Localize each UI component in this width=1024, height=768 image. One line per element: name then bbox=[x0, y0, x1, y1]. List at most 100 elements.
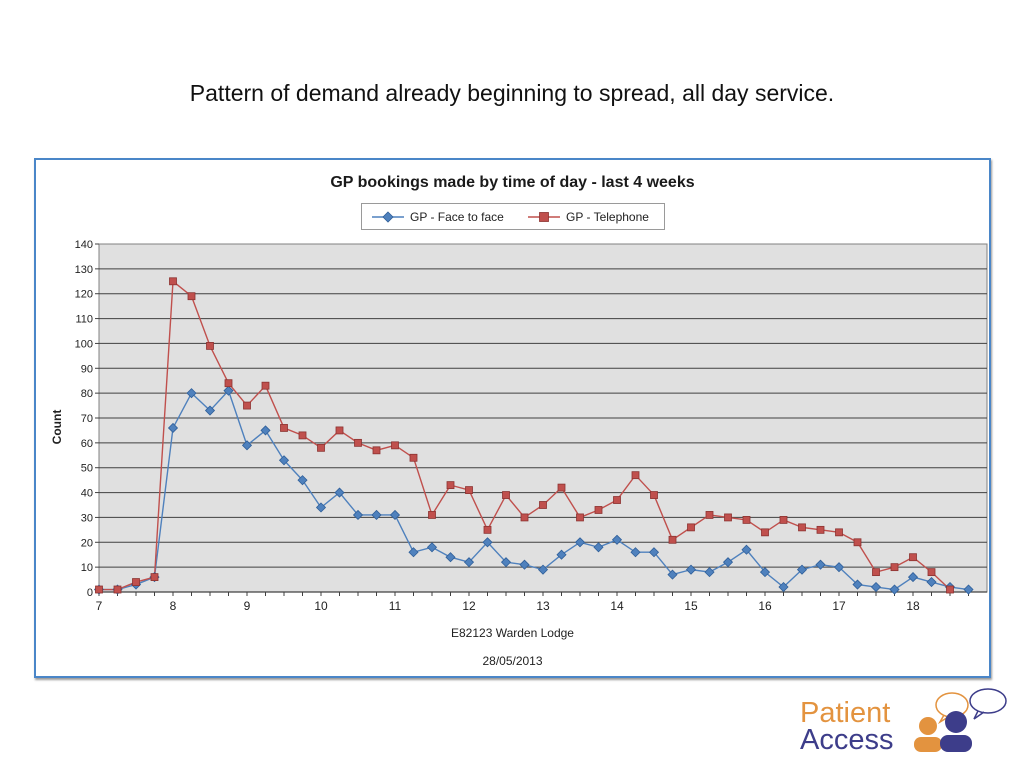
logo-text-access: Access bbox=[800, 724, 894, 756]
point-telephone-27 bbox=[594, 506, 603, 514]
point-telephone-41 bbox=[853, 538, 862, 547]
chart-legend: GP - Face to face GP - Telephone bbox=[361, 203, 665, 230]
point-face-to-face-27 bbox=[593, 542, 604, 553]
point-face-to-face-35 bbox=[741, 544, 752, 555]
y-tick-label-10: 10 bbox=[81, 562, 93, 574]
point-face-to-face-28 bbox=[611, 534, 623, 545]
point-face-to-face-32 bbox=[685, 564, 697, 575]
x-axis-label: E82123 Warden Lodge bbox=[451, 626, 574, 640]
legend-label-face-to-face: GP - Face to face bbox=[410, 209, 504, 224]
point-face-to-face-5 bbox=[186, 388, 197, 399]
point-face-to-face-17 bbox=[408, 547, 419, 558]
point-telephone-18 bbox=[428, 511, 436, 519]
y-tick-label-70: 70 bbox=[81, 413, 93, 425]
people-speech-bubbles-icon bbox=[914, 688, 1007, 752]
point-telephone-42 bbox=[872, 568, 880, 577]
point-face-to-face-38 bbox=[796, 564, 808, 575]
point-face-to-face-8 bbox=[241, 440, 253, 451]
point-telephone-28 bbox=[613, 496, 621, 504]
point-face-to-face-19 bbox=[445, 552, 456, 563]
x-tick-label-18: 18 bbox=[906, 599, 920, 613]
point-telephone-23 bbox=[520, 513, 529, 522]
point-face-to-face-41 bbox=[852, 579, 863, 590]
point-face-to-face-40 bbox=[833, 562, 845, 573]
y-tick-label-90: 90 bbox=[81, 363, 93, 375]
point-telephone-6 bbox=[206, 342, 214, 350]
point-face-to-face-22 bbox=[500, 557, 512, 568]
line-chart: 0 10 20 30 40 50 60 70 80 90 100 110 120 130 140 7 8 9 10 1… bbox=[75, 239, 988, 613]
point-telephone-38 bbox=[798, 523, 806, 532]
chart-title: GP bookings made by time of day - last 4… bbox=[330, 174, 695, 191]
point-telephone-31 bbox=[668, 535, 677, 544]
chart-date-label: 28/05/2013 bbox=[482, 654, 543, 668]
point-face-to-face-45 bbox=[926, 576, 937, 588]
x-tick-label-10: 10 bbox=[314, 599, 328, 613]
point-telephone-19 bbox=[446, 481, 455, 490]
point-face-to-face-43 bbox=[889, 584, 900, 595]
point-telephone-10 bbox=[280, 424, 288, 432]
y-tick-label-30: 30 bbox=[81, 512, 93, 524]
point-telephone-0 bbox=[95, 585, 103, 594]
point-telephone-25 bbox=[557, 483, 566, 492]
x-tick-label-11: 11 bbox=[389, 599, 402, 613]
point-telephone-17 bbox=[409, 453, 418, 462]
point-face-to-face-12 bbox=[315, 502, 327, 513]
legend-item-telephone: GP - Telephone bbox=[526, 204, 649, 229]
x-tick-label-7: 7 bbox=[96, 599, 103, 613]
point-telephone-4 bbox=[169, 277, 177, 286]
point-telephone-12 bbox=[317, 443, 325, 452]
x-tick-label-15: 15 bbox=[684, 599, 698, 613]
point-telephone-40 bbox=[835, 528, 843, 537]
point-telephone-7 bbox=[224, 379, 233, 388]
point-telephone-39 bbox=[816, 525, 825, 534]
x-tick-label-16: 16 bbox=[758, 599, 772, 613]
point-face-to-face-24 bbox=[537, 564, 549, 575]
y-tick-label-80: 80 bbox=[81, 388, 93, 400]
point-face-to-face-39 bbox=[815, 559, 826, 570]
point-telephone-32 bbox=[687, 523, 695, 532]
y-tick-label-110: 110 bbox=[75, 314, 93, 326]
point-face-to-face-26 bbox=[574, 537, 586, 548]
point-telephone-34 bbox=[724, 513, 732, 522]
point-face-to-face-37 bbox=[778, 581, 789, 593]
point-telephone-46 bbox=[946, 585, 954, 594]
x-tick-label-9: 9 bbox=[244, 599, 251, 613]
point-telephone-43 bbox=[890, 563, 899, 572]
point-telephone-16 bbox=[391, 441, 399, 450]
point-telephone-36 bbox=[761, 528, 769, 537]
x-tick-label-14: 14 bbox=[610, 599, 624, 613]
y-axis-label: Count bbox=[50, 409, 64, 445]
point-face-to-face-9 bbox=[260, 425, 271, 436]
point-telephone-9 bbox=[261, 381, 270, 390]
point-telephone-15 bbox=[372, 446, 381, 455]
point-telephone-37 bbox=[779, 516, 788, 524]
point-face-to-face-4 bbox=[167, 422, 179, 434]
slide-title: Pattern of demand already beginning to s… bbox=[189, 80, 835, 106]
y-tick-label-140: 140 bbox=[75, 239, 93, 251]
point-telephone-44 bbox=[909, 553, 917, 562]
x-tick-label-12: 12 bbox=[462, 599, 476, 613]
point-telephone-5 bbox=[187, 292, 196, 301]
x-tick-label-8: 8 bbox=[170, 599, 177, 613]
point-telephone-14 bbox=[354, 438, 362, 447]
point-face-to-face-7 bbox=[223, 385, 234, 396]
point-telephone-1 bbox=[113, 585, 122, 594]
point-face-to-face-6 bbox=[204, 405, 216, 416]
point-face-to-face-30 bbox=[648, 547, 660, 558]
y-tick-label-0: 0 bbox=[87, 587, 93, 599]
logo-text-patient: Patient bbox=[800, 697, 891, 729]
point-face-to-face-15 bbox=[371, 509, 382, 521]
point-telephone-24 bbox=[539, 501, 547, 509]
patient-access-logo: Patient Access bbox=[800, 688, 1010, 758]
point-face-to-face-25 bbox=[556, 549, 567, 560]
point-face-to-face-14 bbox=[352, 509, 364, 521]
point-face-to-face-18 bbox=[426, 542, 438, 553]
point-face-to-face-23 bbox=[519, 559, 530, 570]
point-telephone-11 bbox=[298, 431, 307, 440]
point-telephone-13 bbox=[335, 426, 344, 435]
point-telephone-33 bbox=[705, 511, 714, 519]
legend-item-face-to-face: GP - Face to face bbox=[370, 204, 504, 229]
y-tick-label-20: 20 bbox=[81, 537, 93, 549]
y-tick-label-120: 120 bbox=[75, 289, 93, 301]
y-tick-label-130: 130 bbox=[75, 264, 93, 276]
